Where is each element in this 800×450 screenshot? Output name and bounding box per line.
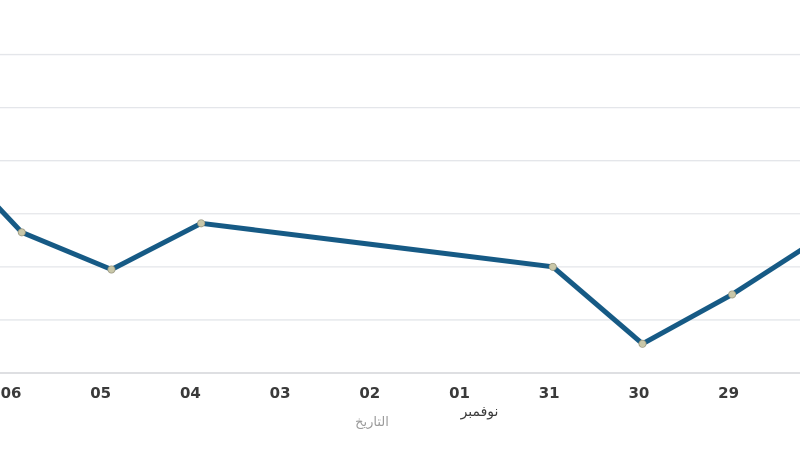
x-tick-label: 02 (359, 384, 380, 402)
x-axis-title: التاريخ (355, 415, 389, 430)
data-point (638, 339, 647, 348)
month-label: نوفمبر (460, 404, 499, 420)
data-point (107, 265, 116, 274)
data-point (17, 228, 26, 237)
x-tick-label: 03 (270, 384, 291, 402)
x-tick-label: 06 (1, 384, 22, 402)
x-tick-label: 04 (180, 384, 201, 402)
gridlines (0, 53, 800, 321)
x-tick-label: 31 (539, 384, 560, 402)
data-point (548, 262, 557, 271)
x-tick-label: 01 (449, 384, 470, 402)
data-point (197, 219, 206, 228)
x-tick-label: 30 (628, 384, 649, 402)
data-point (728, 290, 737, 299)
x-tick-label: 05 (90, 384, 111, 402)
x-tick-label: 29 (718, 384, 739, 402)
series-line (0, 205, 800, 347)
x-tick-labels: 06 05 04 03 02 01 31 30 29 (1, 384, 739, 402)
data-points (17, 219, 737, 348)
